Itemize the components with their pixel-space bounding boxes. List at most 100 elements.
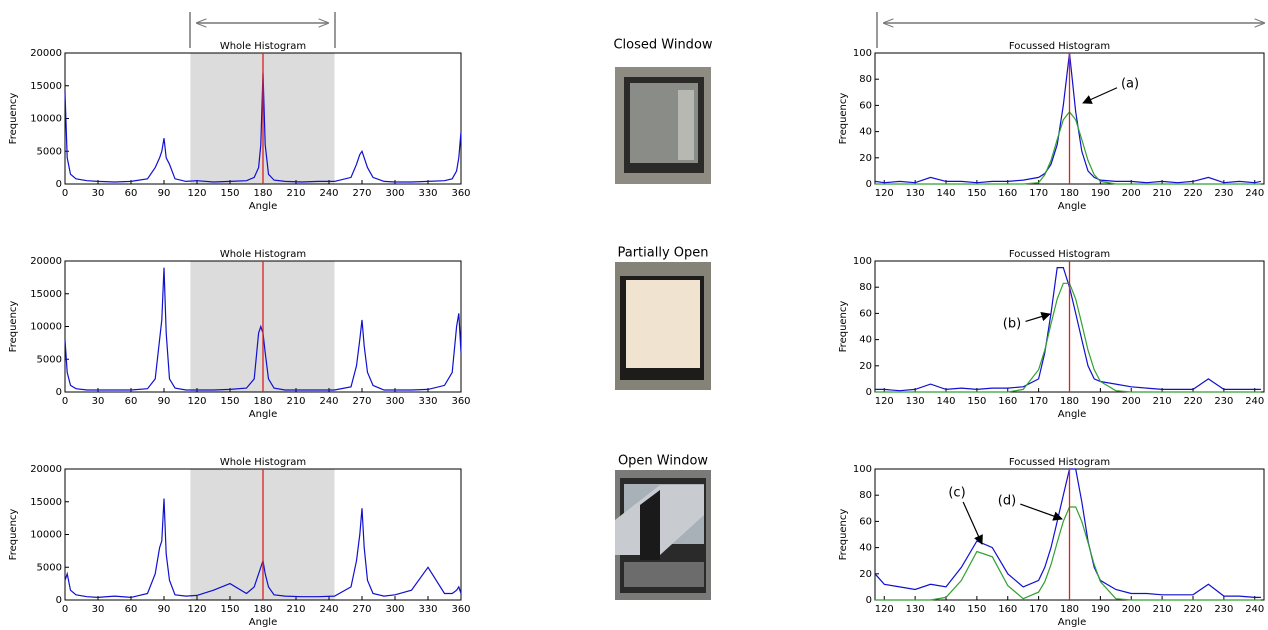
y-tick-label: 0 xyxy=(866,179,872,190)
x-tick-label: 230 xyxy=(1214,604,1233,615)
x-tick-label: 180 xyxy=(253,396,272,407)
y-tick-label: 15000 xyxy=(30,289,62,300)
x-tick-label: 180 xyxy=(253,188,272,199)
data-line xyxy=(874,468,1261,598)
annotation-arrow xyxy=(1082,87,1118,104)
x-tick-label: 180 xyxy=(1060,396,1079,407)
y-tick-label: 0 xyxy=(56,387,62,398)
y-tick-label: 10000 xyxy=(30,114,62,125)
x-tick-label: 270 xyxy=(352,188,371,199)
x-tick-label: 30 xyxy=(92,188,105,199)
y-tick-label: 20 xyxy=(859,361,872,372)
x-tick-label: 330 xyxy=(418,604,437,615)
x-axis-label: Angle xyxy=(1058,201,1086,212)
x-axis-label: Angle xyxy=(249,617,277,628)
y-tick-label: 80 xyxy=(859,282,872,293)
annotation-arrow xyxy=(962,501,983,545)
data-line xyxy=(875,267,1261,392)
x-tick-label: 210 xyxy=(1153,396,1172,407)
y-tick-label: 40 xyxy=(859,543,872,554)
x-axis-label: Angle xyxy=(249,201,277,212)
annotation: (a) xyxy=(1121,77,1139,92)
x-tick-label: 160 xyxy=(998,396,1017,407)
y-axis-label: Frequency xyxy=(8,509,19,561)
chart-title: Whole Histogram xyxy=(220,457,306,468)
x-tick-label: 210 xyxy=(1153,188,1172,199)
x-tick-label: 120 xyxy=(875,396,894,407)
y-tick-label: 40 xyxy=(859,127,872,138)
x-axis-label: Angle xyxy=(1058,617,1086,628)
x-tick-label: 330 xyxy=(418,188,437,199)
x-tick-label: 190 xyxy=(1091,604,1110,615)
y-tick-label: 20 xyxy=(859,569,872,580)
y-tick-label: 15000 xyxy=(30,81,62,92)
chart-title: Whole Histogram xyxy=(220,41,306,52)
x-tick-label: 130 xyxy=(906,604,925,615)
x-tick-label: 140 xyxy=(936,604,955,615)
x-tick-label: 150 xyxy=(220,604,239,615)
x-tick-label: 360 xyxy=(451,604,470,615)
x-tick-label: 160 xyxy=(998,188,1017,199)
x-tick-label: 0 xyxy=(62,188,68,199)
x-tick-label: 150 xyxy=(220,396,239,407)
x-tick-label: 60 xyxy=(125,188,138,199)
chart-title: Focussed Histogram xyxy=(1009,41,1110,52)
x-tick-label: 200 xyxy=(1122,396,1141,407)
y-tick-label: 60 xyxy=(859,516,872,527)
x-tick-label: 330 xyxy=(418,396,437,407)
chart-title: Focussed Histogram xyxy=(1009,457,1110,468)
x-tick-label: 30 xyxy=(92,604,105,615)
x-tick-label: 220 xyxy=(1183,604,1202,615)
x-tick-label: 180 xyxy=(1060,188,1079,199)
y-axis-label: Frequency xyxy=(838,93,849,145)
x-tick-label: 210 xyxy=(1153,604,1172,615)
x-tick-label: 210 xyxy=(286,396,305,407)
window-image xyxy=(615,262,711,390)
annotation: (d) xyxy=(998,494,1016,509)
x-tick-label: 0 xyxy=(62,396,68,407)
x-tick-label: 270 xyxy=(352,396,371,407)
x-tick-label: 230 xyxy=(1214,396,1233,407)
x-tick-label: 240 xyxy=(1245,604,1264,615)
x-tick-label: 150 xyxy=(967,396,986,407)
x-tick-label: 240 xyxy=(1245,396,1264,407)
x-tick-label: 240 xyxy=(319,188,338,199)
data-line xyxy=(64,267,462,391)
y-tick-label: 10000 xyxy=(30,530,62,541)
x-tick-label: 300 xyxy=(385,188,404,199)
x-tick-label: 170 xyxy=(1029,396,1048,407)
x-tick-label: 300 xyxy=(385,604,404,615)
data-line xyxy=(874,52,1262,184)
x-tick-label: 180 xyxy=(253,604,272,615)
y-tick-label: 40 xyxy=(859,335,872,346)
x-tick-label: 120 xyxy=(187,188,206,199)
x-tick-label: 170 xyxy=(1029,188,1048,199)
data-line xyxy=(875,110,1261,185)
chart-title: Whole Histogram xyxy=(220,249,306,260)
x-tick-label: 0 xyxy=(62,604,68,615)
x-tick-label: 120 xyxy=(187,396,206,407)
x-tick-label: 120 xyxy=(875,604,894,615)
annotation: (b) xyxy=(1003,317,1021,332)
x-tick-label: 220 xyxy=(1183,188,1202,199)
y-axis-label: Frequency xyxy=(838,509,849,561)
x-tick-label: 130 xyxy=(906,396,925,407)
y-tick-label: 5000 xyxy=(37,562,62,573)
x-tick-label: 200 xyxy=(1122,188,1141,199)
y-tick-label: 0 xyxy=(56,179,62,190)
y-tick-label: 0 xyxy=(56,595,62,606)
x-tick-label: 140 xyxy=(936,188,955,199)
x-tick-label: 240 xyxy=(1245,188,1264,199)
data-line xyxy=(875,506,1261,601)
image-title: Open Window xyxy=(618,454,708,469)
x-tick-label: 150 xyxy=(967,604,986,615)
window-image xyxy=(615,470,711,600)
x-tick-label: 140 xyxy=(936,396,955,407)
x-tick-label: 220 xyxy=(1183,396,1202,407)
y-axis-label: Frequency xyxy=(838,301,849,353)
x-tick-label: 150 xyxy=(967,188,986,199)
annotation: (c) xyxy=(948,486,965,501)
y-tick-label: 20000 xyxy=(30,464,62,475)
window-image xyxy=(615,67,711,184)
